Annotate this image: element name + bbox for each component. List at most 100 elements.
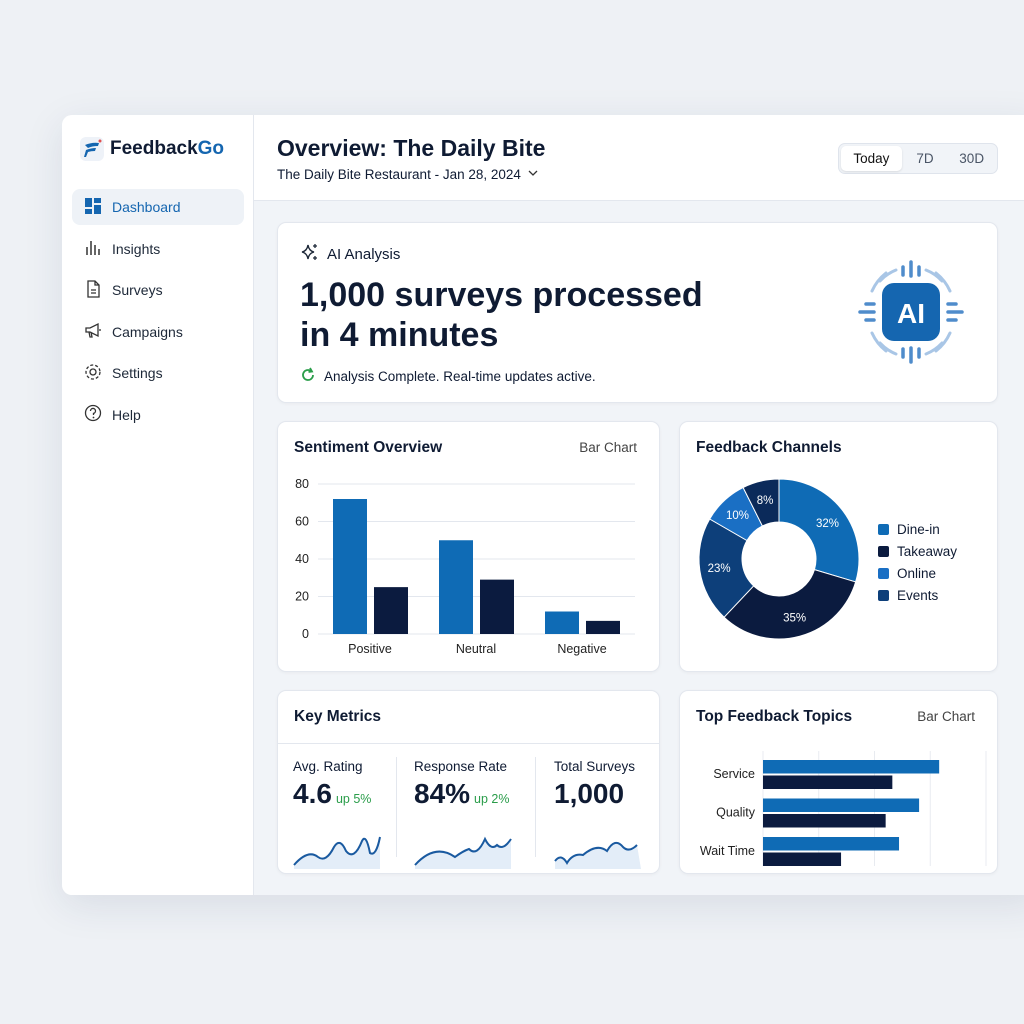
key-metrics-card: Key Metrics Avg. Rating 4.6 up 5% Response…: [277, 690, 660, 874]
range-today[interactable]: Today: [841, 146, 902, 171]
header: Overview: The Daily Bite The Daily Bite …: [254, 115, 1024, 201]
legend-item: Takeaway: [878, 540, 957, 562]
sidebar-item-label: Settings: [112, 365, 163, 381]
sidebar-nav: Dashboard Insights Surveys Campaigns Setting…: [72, 189, 244, 438]
y-tick-label: 60: [295, 515, 309, 529]
sidebar-item-label: Insights: [112, 240, 161, 257]
sidebar-item-label: Help: [112, 406, 141, 423]
slice-label: 32%: [816, 518, 839, 530]
sparkline: [293, 836, 381, 869]
sidebar-item-help[interactable]: Help: [72, 397, 244, 433]
sentiment-card: Sentiment Overview Bar Chart 0 20 40 60 80 Po…: [277, 421, 660, 672]
metric-value: 1,000: [554, 778, 625, 809]
sidebar-item-settings[interactable]: Settings: [72, 355, 244, 391]
slice-label: 10%: [726, 510, 749, 522]
donut-slice: [723, 568, 857, 640]
topics-chart-type[interactable]: Bar Chart: [917, 709, 975, 724]
legend-item: Dine-in: [878, 518, 957, 540]
metric-delta: up 2%: [474, 792, 510, 806]
bar-positive-0: [333, 499, 367, 634]
sidebar-item-dashboard[interactable]: Dashboard: [72, 189, 244, 225]
refresh-icon: [300, 367, 316, 386]
topics-chart: Service Quality Wait Time: [700, 751, 987, 866]
channels-donut: 32% 35% 23% 10% 8%: [698, 478, 860, 640]
range-7d[interactable]: 7D: [916, 151, 934, 166]
metric-delta: up 5%: [335, 792, 372, 806]
sentiment-title: Sentiment Overview: [294, 439, 443, 456]
y-tick-label: 80: [295, 477, 309, 491]
legend-item: Events: [878, 584, 957, 606]
x-tick-label: Neutral: [456, 642, 496, 656]
bar-quality-1: [763, 814, 886, 828]
metrics-title: Key Metrics: [294, 708, 382, 725]
brand-suffix: Go: [197, 138, 225, 159]
bar-service-0: [763, 760, 940, 774]
slice-label: 8%: [757, 495, 774, 507]
date-range-toggle: Today 7D 30D: [838, 143, 998, 174]
bar-negative-0: [545, 611, 579, 634]
sentiment-chart: 0 20 40 60 80 Positive Neutral Negative: [295, 477, 635, 656]
bar-positive-1: [374, 587, 408, 634]
legend-item: Online: [878, 562, 957, 584]
ai-status: Analysis Complete. Real-time updates act…: [324, 369, 596, 384]
metric-label: Response Rate: [414, 759, 508, 774]
sidebar: Feedback Go Dashboard Insights Surveys Campa…: [62, 115, 254, 895]
bar-chart-icon: [84, 238, 102, 259]
app-window: Feedback Go Dashboard Insights Surveys Campa…: [62, 115, 1024, 895]
gear-icon: [84, 363, 102, 384]
chevron-down-icon: [527, 167, 539, 182]
ai-label: AI Analysis: [327, 245, 401, 263]
bar-neutral-0: [439, 540, 473, 634]
y-tick-label: Service: [713, 767, 755, 781]
range-30d[interactable]: 30D: [959, 151, 985, 166]
sparkline: [414, 836, 512, 869]
y-tick-label: Wait Time: [700, 844, 755, 858]
y-tick-label: 0: [302, 627, 309, 641]
help-icon: [84, 404, 102, 425]
bar-neutral-1: [480, 579, 514, 634]
channels-legend: Dine-in Takeaway Online Events: [878, 518, 957, 606]
svg-text:AI: AI: [897, 298, 925, 329]
megaphone-icon: [84, 321, 102, 342]
slice-label: 23%: [708, 563, 731, 575]
bar-quality-0: [763, 798, 920, 812]
bar-negative-1: [586, 620, 620, 634]
sparkle-icon: [300, 242, 320, 266]
brand-name: Feedback: [110, 138, 198, 159]
sidebar-item-surveys[interactable]: Surveys: [72, 272, 244, 308]
x-tick-label: Positive: [348, 642, 392, 656]
restaurant-selector[interactable]: The Daily Bite Restaurant - Jan 28, 2024: [277, 167, 539, 182]
logo: Feedback Go: [80, 137, 224, 161]
ai-analysis-card: AI Analysis 1,000 surveys processed in 4 …: [277, 222, 998, 403]
page-title: Overview: The Daily Bite: [277, 135, 546, 161]
logo-icon: [80, 137, 104, 161]
document-icon: [84, 279, 102, 301]
donut-slice: [742, 478, 780, 527]
topics-card: Top Feedback Topics Bar Chart Service Qua…: [679, 690, 998, 874]
y-tick-label: 20: [295, 590, 309, 604]
channels-title: Feedback Channels: [696, 439, 842, 456]
bar-service-1: [763, 775, 893, 789]
subtitle: The Daily Bite Restaurant - Jan 28, 2024: [277, 167, 521, 182]
slice-label: 35%: [783, 612, 806, 624]
sidebar-item-campaigns[interactable]: Campaigns: [72, 314, 244, 350]
sparkline: [554, 841, 641, 869]
dashboard-icon: [84, 197, 102, 218]
sidebar-item-label: Dashboard: [112, 199, 181, 215]
metric-1: Response Rate 84% up 2%: [414, 759, 512, 869]
sidebar-item-label: Surveys: [112, 282, 163, 298]
donut-slice: [698, 518, 755, 618]
bar-wait-time-0: [763, 837, 900, 851]
bar-wait-time-1: [763, 852, 842, 866]
donut-slice: [778, 478, 860, 583]
sidebar-item-insights[interactable]: Insights: [72, 231, 244, 267]
metric-0: Avg. Rating 4.6 up 5%: [293, 759, 381, 869]
x-tick-label: Negative: [557, 642, 606, 656]
metric-label: Total Surveys: [554, 759, 636, 774]
ai-chip-icon: AI: [858, 260, 964, 364]
topics-title: Top Feedback Topics: [696, 708, 853, 725]
y-tick-label: Quality: [716, 806, 756, 820]
metric-value: 4.6: [293, 778, 332, 809]
sentiment-chart-type[interactable]: Bar Chart: [579, 440, 637, 455]
metric-label: Avg. Rating: [293, 759, 363, 774]
